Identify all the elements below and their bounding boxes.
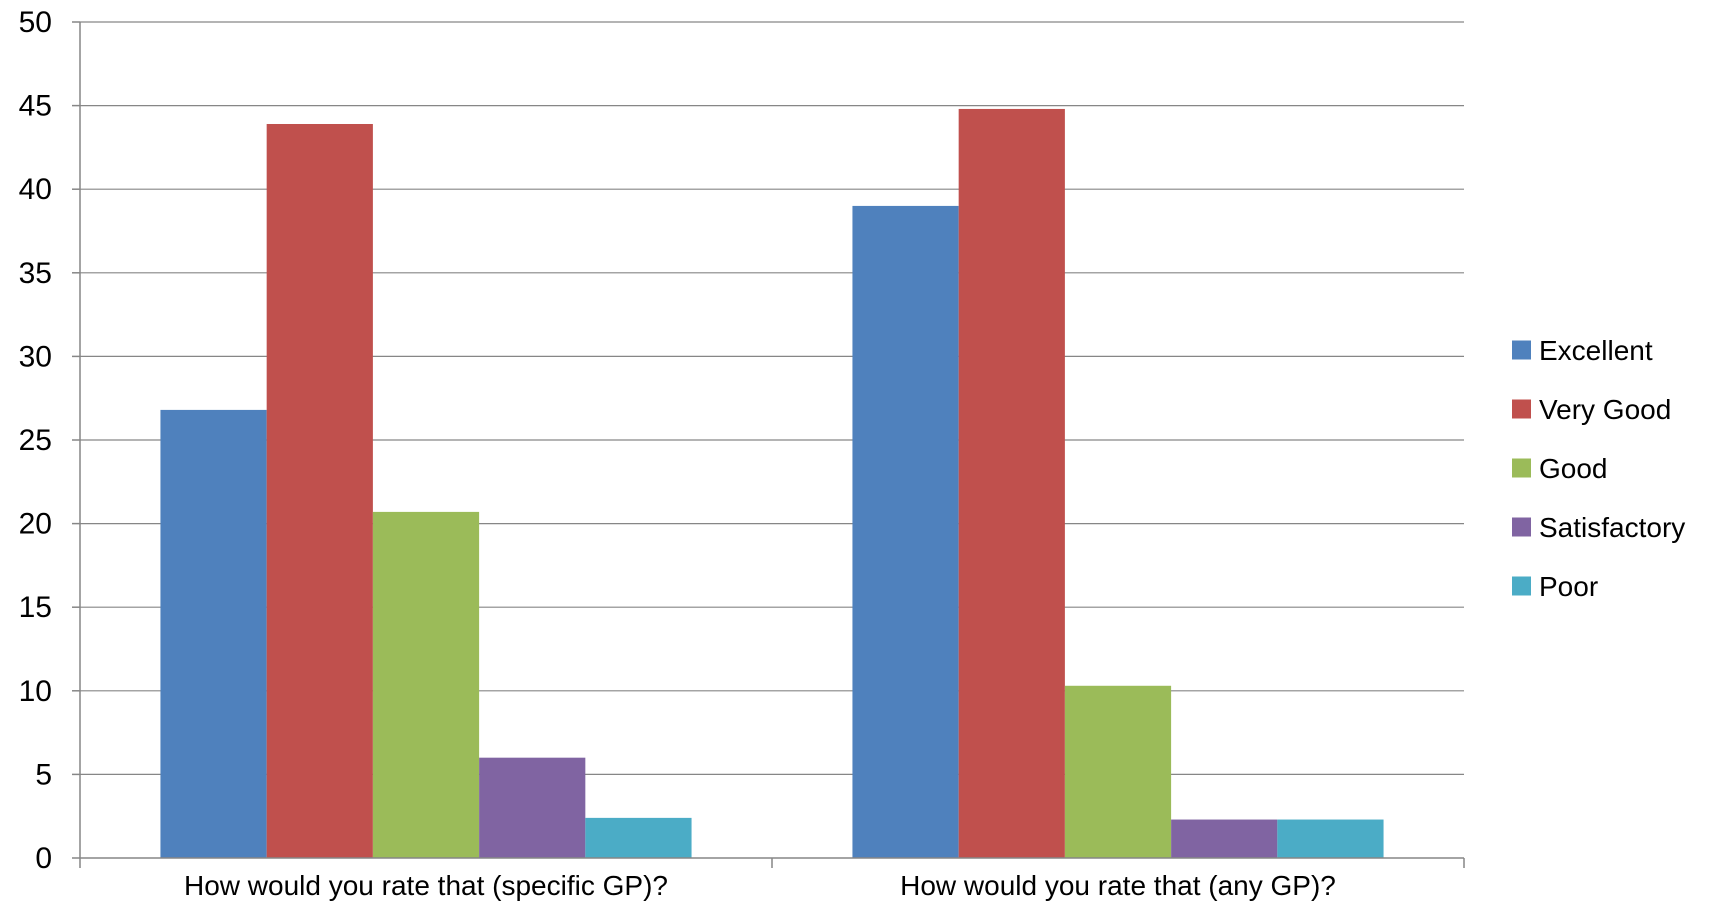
bar-poor — [585, 817, 692, 858]
legend-swatch — [1512, 340, 1531, 360]
axes — [72, 21, 1465, 868]
y-tick-label: 20 — [19, 508, 52, 541]
y-tick-label: 15 — [19, 591, 52, 624]
y-tick-label: 30 — [19, 340, 52, 373]
legend-swatch — [1512, 576, 1531, 596]
legend-label: Poor — [1539, 571, 1598, 602]
y-tick-labels: 0 5 10 15 20 25 30 35 40 45 50 — [19, 6, 52, 875]
x-category-label: How would you rate that (specific GP)? — [184, 870, 668, 901]
bar-excellent — [160, 409, 267, 858]
y-tick-label: 50 — [19, 6, 52, 39]
bars — [160, 108, 1384, 859]
x-category-labels: How would you rate that (specific GP)? Ho… — [184, 870, 1336, 901]
bar-excellent — [852, 205, 959, 859]
y-tick-label: 35 — [19, 257, 52, 290]
y-tick-label: 45 — [19, 90, 52, 123]
bar-poor — [1277, 819, 1384, 858]
y-tick-label: 25 — [19, 424, 52, 457]
legend-label: Satisfactory — [1539, 512, 1685, 543]
bar-very-good — [266, 123, 373, 858]
y-tick-label: 40 — [19, 173, 52, 206]
legend-label: Good — [1539, 453, 1608, 484]
legend-swatch — [1512, 458, 1531, 478]
legend-swatch — [1512, 399, 1531, 419]
bar-good — [372, 511, 480, 858]
bar-very-good — [958, 108, 1065, 859]
legend: Excellent Very Good Good Satisfactory Poor — [1512, 335, 1685, 602]
bar-satisfactory — [479, 757, 586, 858]
y-tick-label: 10 — [19, 675, 52, 708]
y-tick-label: 5 — [35, 758, 52, 791]
y-tick-label: 0 — [35, 842, 52, 875]
legend-label: Excellent — [1539, 335, 1653, 366]
legend-swatch — [1512, 517, 1531, 537]
bar-good — [1064, 685, 1172, 858]
bar-satisfactory — [1171, 819, 1278, 858]
x-category-label: How would you rate that (any GP)? — [900, 870, 1336, 901]
legend-label: Very Good — [1539, 394, 1671, 425]
